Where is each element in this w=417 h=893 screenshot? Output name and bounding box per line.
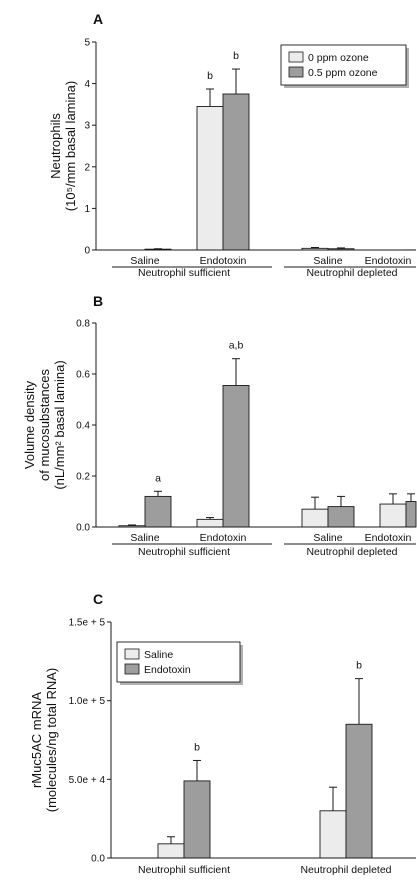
y-tick-label: 5.0e + 4 (69, 775, 106, 786)
y-axis-label: Volume density (22, 380, 37, 469)
x-category-label: Saline (130, 532, 159, 544)
x-category-label: Saline (313, 532, 342, 544)
y-tick-label: 2 (84, 162, 90, 173)
bar (345, 723, 373, 859)
legend-label: 0 ppm ozone (308, 52, 369, 64)
bar (196, 518, 224, 528)
x-category-label: Endotoxin (365, 255, 412, 267)
significance-label: b (207, 70, 213, 82)
bar (157, 843, 185, 859)
legend-box (280, 44, 407, 86)
bar (196, 106, 224, 251)
y-tick-label: 5 (84, 38, 90, 49)
y-tick-label: 0.0 (76, 523, 90, 534)
panel-label: C (93, 591, 103, 607)
legend: Saline Endotoxin (116, 641, 243, 685)
x-category-label: Neutrophil sufficient (138, 864, 230, 876)
bar (379, 503, 407, 528)
legend-label: 0.5 ppm ozone (308, 67, 378, 79)
bar (301, 508, 329, 528)
y-tick-label: 0.2 (76, 472, 90, 483)
bar (327, 506, 355, 528)
y-tick-label: 0.4 (76, 421, 90, 432)
y-tick-label: 0.6 (76, 370, 90, 381)
x-group-label: Neutrophil depleted (306, 546, 397, 558)
legend-swatch (288, 51, 304, 63)
x-group-label: Neutrophil sufficient (138, 267, 230, 279)
y-tick-label: 0.8 (76, 319, 90, 330)
legend: 0 ppm ozone 0.5 ppm ozone (280, 44, 409, 88)
significance-label: b (356, 660, 362, 672)
significance-label: a (155, 472, 161, 484)
x-category-label: Neutrophil depleted (300, 864, 391, 876)
legend-swatch (124, 663, 140, 675)
bar (144, 495, 172, 528)
x-group-label: Neutrophil sufficient (138, 546, 230, 558)
significance-label: b (233, 50, 239, 62)
x-group-label: Neutrophil depleted (306, 267, 397, 279)
bar (222, 385, 250, 528)
chart-panel-c: C 0.0 5.0e + 4 1.0e + 5 1.5e + 5 rMuc5AC mRNA… (29, 591, 416, 876)
y-axis-label: of mucosubstances (37, 369, 52, 482)
significance-label: a,b (229, 340, 244, 352)
chart-panel-a: A 0 1 2 3 4 5 Neutrophils (10⁵/mm basal lamina) b… (48, 11, 416, 279)
x-category-label: Saline (313, 255, 342, 267)
x-category-label: Endotoxin (200, 532, 247, 544)
x-category-label: Saline (130, 255, 159, 267)
bar (222, 93, 250, 251)
y-tick-label: 0 (84, 246, 90, 257)
y-axis-label: rMuc5AC mRNA (29, 692, 44, 788)
significance-label: b (194, 741, 200, 753)
y-tick-label: 1.5e + 5 (69, 618, 106, 629)
y-axis-label: Neutrophils (48, 113, 63, 179)
legend-swatch (124, 648, 140, 660)
bar (319, 810, 347, 859)
y-tick-label: 1.0e + 5 (69, 696, 106, 707)
y-axis-label: (molecules/ng total RNA) (44, 668, 59, 813)
legend-label: Saline (144, 649, 173, 661)
y-tick-label: 1 (84, 204, 90, 215)
panel-label: A (93, 11, 103, 27)
x-category-label: Endotoxin (200, 255, 247, 267)
panel-label: B (93, 293, 103, 309)
y-tick-label: 4 (84, 79, 90, 90)
legend-swatch (288, 66, 304, 78)
bar (183, 780, 211, 859)
y-tick-label: 3 (84, 121, 90, 132)
y-tick-label: 0.0 (91, 854, 105, 865)
y-axis-label: (nL/mm² basal lamina) (52, 360, 67, 489)
bar (405, 501, 417, 528)
x-category-label: Endotoxin (365, 532, 412, 544)
y-axis-label: (10⁵/mm basal lamina) (63, 81, 78, 211)
legend-box (116, 641, 241, 683)
chart-panel-b: B 0.0 0.2 0.4 0.6 0.8 Volume density of mucosub… (22, 293, 417, 558)
legend-label: Endotoxin (144, 664, 191, 676)
